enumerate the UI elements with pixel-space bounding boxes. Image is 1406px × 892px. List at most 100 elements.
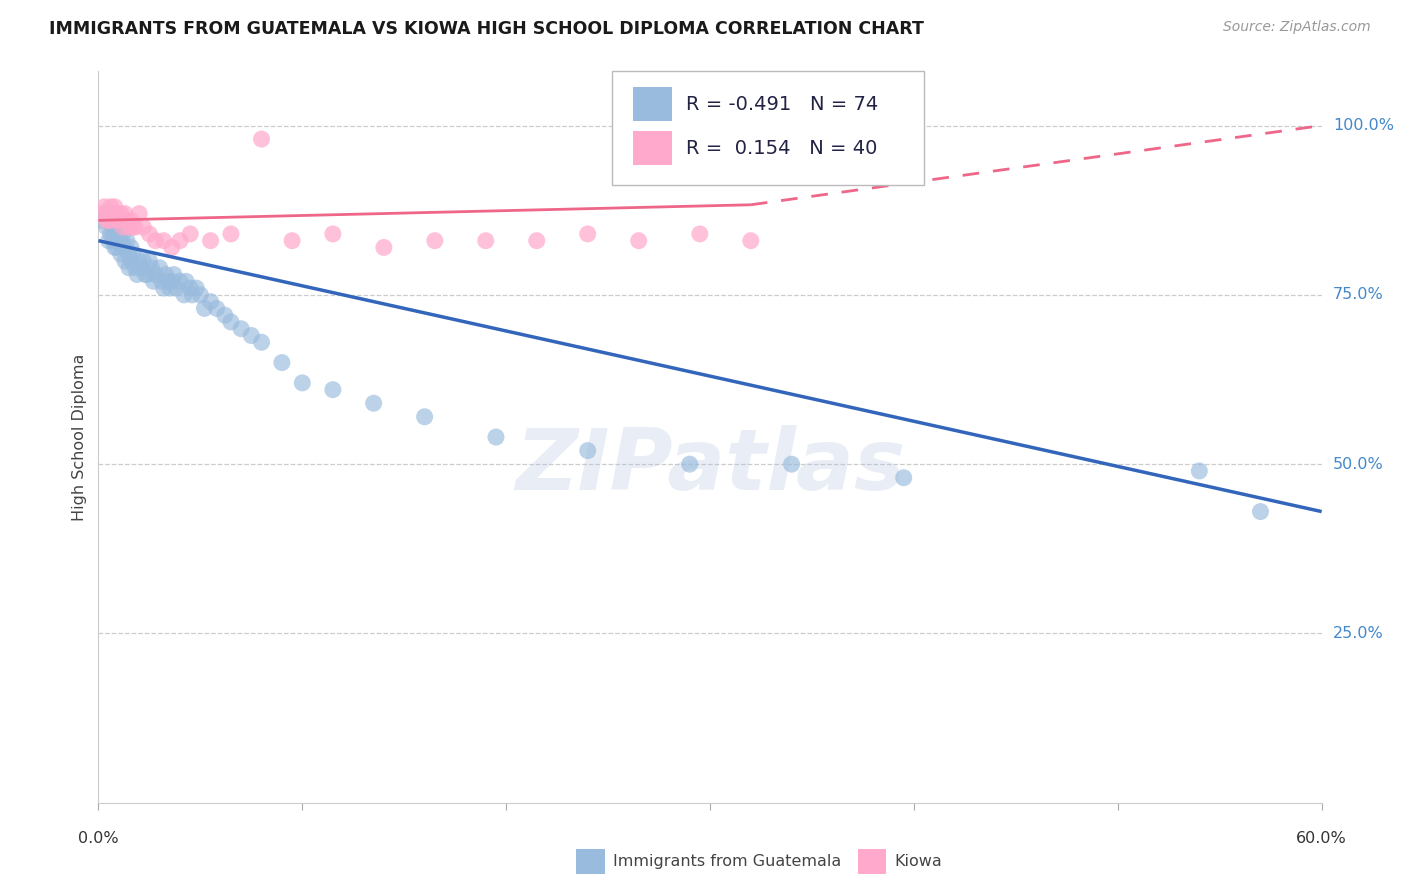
Point	[1188, 464, 1211, 478]
Point	[104, 240, 127, 254]
Point	[122, 247, 145, 261]
Point	[128, 206, 150, 220]
Point	[526, 234, 548, 248]
Point	[159, 281, 181, 295]
Point	[120, 254, 142, 268]
Point	[231, 322, 253, 336]
Point	[150, 274, 173, 288]
Point	[136, 268, 159, 282]
Point	[115, 234, 138, 248]
Text: R = -0.491   N = 74: R = -0.491 N = 74	[686, 95, 877, 114]
Point	[173, 288, 195, 302]
Point	[363, 396, 385, 410]
Point	[97, 234, 120, 248]
Point	[108, 213, 131, 227]
Point	[124, 220, 146, 235]
Point	[205, 301, 228, 316]
Point	[174, 274, 197, 288]
Point	[91, 213, 114, 227]
Point	[96, 213, 118, 227]
Point	[101, 220, 124, 235]
Point	[105, 227, 128, 241]
Point	[893, 471, 915, 485]
Point	[250, 335, 273, 350]
Point	[1249, 505, 1271, 519]
Text: IMMIGRANTS FROM GUATEMALA VS KIOWA HIGH SCHOOL DIPLOMA CORRELATION CHART: IMMIGRANTS FROM GUATEMALA VS KIOWA HIGH …	[49, 20, 924, 37]
Text: 75.0%: 75.0%	[1333, 287, 1384, 302]
Point	[219, 227, 242, 241]
Point	[120, 240, 142, 254]
Point	[163, 268, 186, 282]
Point	[127, 268, 149, 282]
Point	[122, 220, 145, 235]
Point	[169, 234, 191, 248]
Text: ZIPatlas: ZIPatlas	[515, 425, 905, 508]
Bar	[633, 131, 672, 165]
Point	[169, 274, 191, 288]
Text: 60.0%: 60.0%	[1296, 830, 1347, 846]
Point	[149, 260, 172, 275]
Point	[474, 234, 498, 248]
Point	[740, 234, 762, 248]
Point	[110, 206, 132, 220]
Point	[96, 220, 118, 235]
Text: R =  0.154   N = 40: R = 0.154 N = 40	[686, 138, 877, 158]
Point	[423, 234, 446, 248]
Point	[152, 234, 174, 248]
Point	[108, 220, 131, 235]
Point	[100, 200, 122, 214]
Point	[100, 227, 122, 241]
Point	[141, 260, 163, 275]
Point	[132, 254, 155, 268]
Point	[179, 227, 201, 241]
Point	[104, 200, 127, 214]
Point	[152, 281, 174, 295]
Point	[114, 240, 136, 254]
Point	[240, 328, 263, 343]
Text: 50.0%: 50.0%	[1333, 457, 1384, 472]
Point	[165, 281, 187, 295]
Point	[155, 268, 177, 282]
Point	[145, 234, 167, 248]
Point	[100, 206, 122, 220]
Point	[118, 247, 141, 261]
Point	[576, 227, 599, 241]
Point	[108, 234, 131, 248]
Point	[689, 227, 711, 241]
Point	[111, 240, 134, 254]
Point	[179, 281, 201, 295]
Point	[160, 240, 183, 254]
Point	[120, 213, 142, 227]
Point	[485, 430, 508, 444]
Point	[118, 220, 141, 235]
Point	[200, 294, 222, 309]
Point	[114, 206, 136, 220]
Point	[138, 227, 160, 241]
Point	[97, 213, 120, 227]
Point	[679, 457, 702, 471]
Point	[145, 268, 167, 282]
Point	[114, 254, 136, 268]
Point	[101, 213, 124, 227]
Point	[110, 234, 132, 248]
Point	[138, 254, 160, 268]
Point	[322, 383, 344, 397]
Point	[105, 240, 128, 254]
Point	[291, 376, 314, 390]
Point	[186, 281, 208, 295]
Point	[118, 260, 141, 275]
Point	[93, 206, 115, 220]
FancyBboxPatch shape	[612, 71, 924, 185]
Point	[100, 206, 122, 220]
Point	[132, 220, 155, 235]
Y-axis label: High School Diploma: High School Diploma	[72, 353, 87, 521]
Point	[110, 247, 132, 261]
Point	[134, 268, 156, 282]
Point	[627, 234, 650, 248]
Point	[111, 220, 134, 235]
Text: Immigrants from Guatemala: Immigrants from Guatemala	[613, 855, 841, 869]
Text: 100.0%: 100.0%	[1333, 118, 1393, 133]
Text: 25.0%: 25.0%	[1333, 626, 1384, 641]
Point	[124, 260, 146, 275]
Point	[250, 132, 273, 146]
